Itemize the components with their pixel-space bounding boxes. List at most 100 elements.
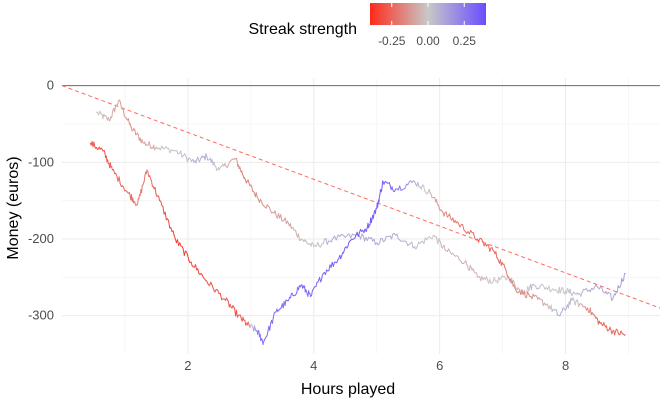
series-segment	[423, 237, 426, 245]
series-segment	[525, 291, 529, 298]
series-segment	[341, 252, 344, 257]
series-segment	[530, 284, 533, 291]
series-segment	[523, 290, 526, 298]
series-segment	[162, 206, 165, 215]
series-segment	[435, 236, 438, 241]
series-segment	[315, 281, 318, 287]
series-segment	[534, 285, 538, 290]
x-axis-title: Hours played	[301, 381, 395, 398]
series-segment	[365, 227, 368, 233]
series-segment	[241, 170, 244, 176]
series-segment	[284, 217, 287, 225]
series-segment	[310, 242, 313, 247]
legend-title: Streak strength	[249, 21, 358, 38]
grid-major	[62, 78, 660, 354]
series-segment	[317, 241, 320, 247]
series-segment	[491, 247, 494, 251]
series-segment	[168, 220, 171, 229]
series-segment	[495, 251, 498, 258]
series-segment	[366, 236, 370, 241]
x-tick-label: 6	[436, 358, 443, 373]
series-segment	[587, 307, 590, 313]
series-segment	[428, 188, 431, 194]
series-segment	[354, 234, 357, 239]
series-segment	[251, 186, 254, 192]
series-segment	[280, 214, 283, 222]
series-segment	[332, 261, 335, 267]
series-segment	[112, 168, 116, 175]
series-segment	[218, 166, 221, 171]
series-segment	[271, 316, 274, 324]
series-segment	[213, 161, 216, 167]
series-segment	[195, 264, 198, 271]
series-segment	[562, 288, 565, 294]
series-segment	[272, 312, 275, 318]
series-segment	[467, 265, 469, 271]
series-segment	[190, 261, 193, 267]
series-segment	[197, 268, 200, 274]
series-segment	[107, 159, 109, 164]
series-segment	[177, 239, 180, 246]
series-segment	[144, 141, 147, 146]
series-segment	[576, 299, 580, 307]
series-segment	[350, 233, 353, 239]
y-tick-label: -100	[28, 154, 54, 169]
series-segment	[143, 174, 146, 182]
series-segment	[585, 287, 589, 292]
x-tick-label: 4	[310, 358, 317, 373]
series-segment	[581, 288, 585, 293]
series-segment	[472, 232, 476, 239]
series-segment	[411, 241, 414, 249]
series-segment	[373, 238, 376, 245]
series-segment	[465, 260, 468, 265]
series-segment	[561, 307, 564, 313]
series-segment	[197, 156, 200, 161]
series-segment	[129, 123, 132, 129]
series-segment	[399, 185, 402, 191]
series-segment	[493, 276, 496, 282]
series-segment	[372, 212, 375, 219]
series-segment	[589, 287, 593, 293]
series-segment	[172, 230, 175, 236]
series-segment	[489, 247, 492, 252]
series-segment	[295, 230, 298, 236]
series-segment	[589, 307, 592, 316]
series-1	[96, 99, 626, 302]
series-segment	[396, 233, 399, 240]
series-segment	[160, 200, 163, 206]
series-segment	[179, 242, 182, 247]
series-segment	[623, 273, 625, 282]
y-axis-ticks: 0 -100 -200 -300	[28, 78, 54, 323]
series-segment	[569, 297, 572, 306]
series-segment	[391, 186, 394, 191]
series-segment	[478, 238, 481, 243]
series-segment	[235, 157, 238, 162]
series-segment	[324, 269, 328, 275]
series-segment	[186, 157, 190, 163]
series-segment	[342, 249, 345, 254]
x-tick-label: 2	[184, 358, 191, 373]
series-segment	[289, 293, 292, 299]
series-segment	[609, 326, 612, 331]
series-segment	[348, 233, 352, 239]
series-segment	[134, 129, 137, 136]
y-tick-label: 0	[47, 78, 54, 93]
series-segment	[333, 235, 337, 241]
series-segment	[405, 241, 409, 247]
y-tick-label: -200	[28, 231, 54, 246]
series-segment	[206, 155, 209, 161]
series-segment	[211, 284, 215, 290]
series-segment	[288, 296, 291, 301]
series-segment	[274, 210, 277, 217]
series-segment	[141, 139, 144, 144]
series-segment	[565, 288, 568, 294]
colorbar-tick-label: 0.00	[416, 34, 440, 48]
series-segment	[128, 118, 130, 125]
series-segment	[440, 241, 442, 248]
series-segment	[149, 175, 152, 180]
series-segment	[448, 248, 451, 253]
series-segment	[436, 198, 438, 206]
series-segment	[114, 107, 116, 113]
series-segment	[320, 243, 323, 248]
y-tick-label: -300	[28, 308, 54, 323]
